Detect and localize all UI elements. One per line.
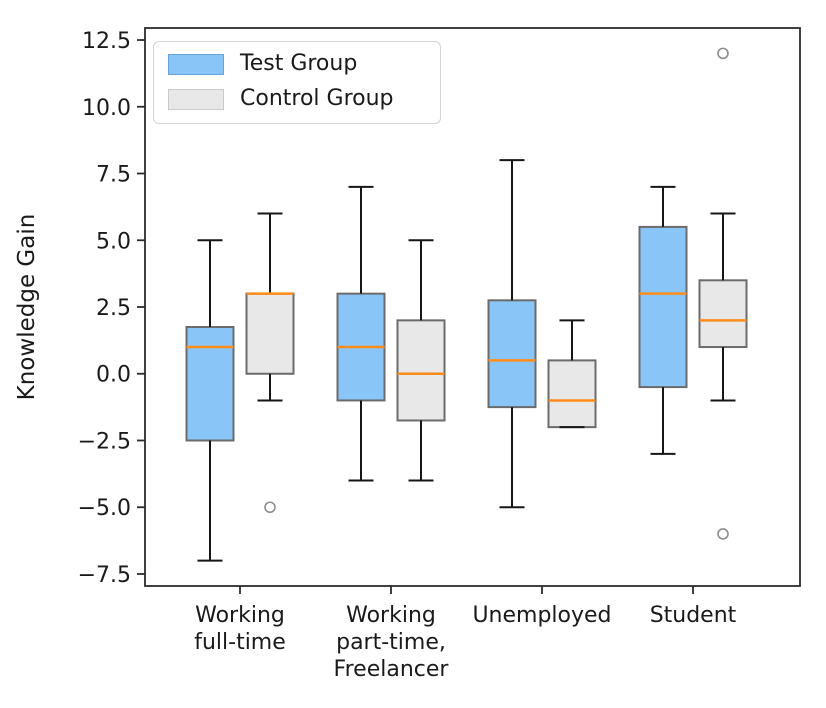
- y-tick-label: −2.5: [78, 429, 131, 454]
- control-group-swatch: [168, 88, 224, 110]
- legend-label-control-group: Control Group: [240, 86, 394, 112]
- box-test-group-working-full-time: [185, 326, 235, 442]
- box-control-group-unemployed: [547, 359, 597, 429]
- y-axis-label: Knowledge Gain: [14, 213, 40, 401]
- y-tick-label: 5.0: [96, 229, 131, 254]
- x-tick-label: Student: [650, 603, 737, 628]
- legend-entry-test-group: Test Group: [168, 51, 426, 76]
- test-group-swatch: [168, 53, 224, 75]
- box-control-group-working-full-time: [245, 292, 295, 375]
- y-tick-label: −7.5: [78, 563, 131, 588]
- outlier-point: [264, 501, 276, 514]
- box-control-group-working-part-time-freelancer: [396, 319, 446, 422]
- box-test-group-unemployed: [487, 299, 537, 409]
- outlier-point: [717, 528, 729, 540]
- box-control-group-student: [698, 279, 748, 349]
- y-tick-label: 12.5: [82, 29, 131, 54]
- legend-entry-control-group: Control Group: [168, 86, 426, 112]
- legend: Test Group Control Group: [153, 41, 441, 125]
- axes-spines: [144, 27, 801, 587]
- y-tick-label: 10.0: [82, 96, 131, 121]
- x-tick-label: Working full-time: [194, 603, 286, 655]
- y-tick-label: 7.5: [96, 163, 131, 188]
- y-tick-label: 2.5: [96, 296, 131, 321]
- y-tick-label: 0.0: [96, 363, 131, 388]
- y-tick-label: −5.0: [78, 496, 131, 521]
- legend-label-test-group: Test Group: [240, 51, 358, 76]
- x-tick-label: Working part-time, Freelancer: [334, 603, 450, 682]
- box-test-group-student: [638, 225, 688, 389]
- outlier-point: [717, 47, 729, 60]
- x-tick-label: Unemployed: [472, 603, 611, 628]
